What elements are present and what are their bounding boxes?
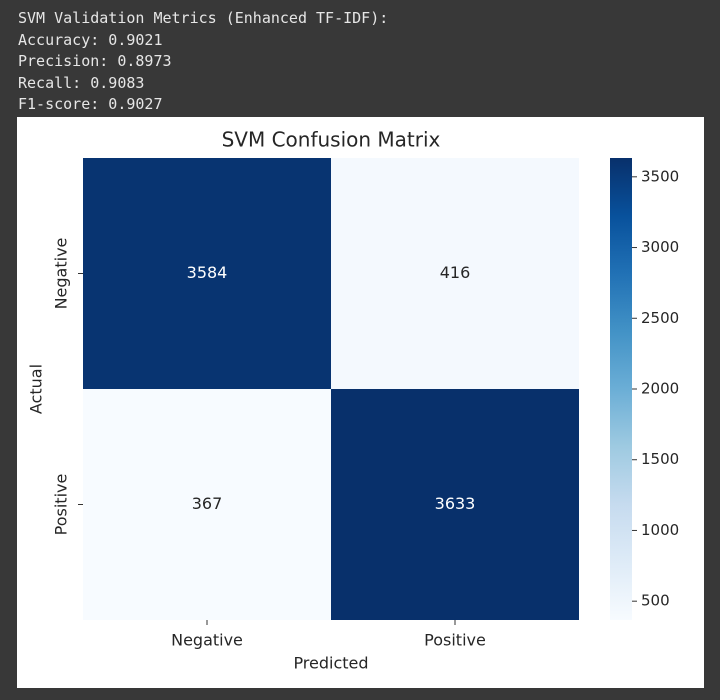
output-line: Precision: 0.8973 — [18, 52, 172, 70]
output-line: SVM Validation Metrics (Enhanced TF-IDF)… — [18, 9, 389, 27]
heatmap-cell — [83, 158, 331, 389]
colorbar-tick-label: 1000 — [641, 521, 679, 539]
output-line: Recall: 0.9083 — [18, 73, 145, 92]
colorbar-tick-label: 2000 — [641, 380, 679, 398]
heatmap-cell — [83, 389, 331, 620]
heatmap-cell — [331, 158, 579, 389]
cell-label: 3584 — [187, 263, 228, 282]
colorbar-tick-label: 500 — [641, 592, 670, 610]
y-axis-label: Actual — [27, 364, 46, 414]
output-line: F1-score: 0.9027 — [18, 95, 163, 113]
output-text: SVM Validation Metrics (Enhanced TF-IDF)… — [18, 8, 388, 116]
colorbar — [610, 158, 632, 620]
cell-label: 367 — [192, 494, 223, 513]
colorbar-tick-label: 3000 — [641, 238, 679, 256]
colorbar-tick-label: 3500 — [641, 167, 679, 185]
x-tick-label: Negative — [171, 631, 243, 650]
output-line: Accuracy: 0.9021 — [18, 30, 163, 49]
figure: SVM Confusion Matrix Predicted Actual 35… — [17, 117, 704, 688]
x-axis-label: Predicted — [293, 654, 368, 673]
colorbar-tick-label: 1500 — [641, 450, 679, 468]
y-tick-label: Negative — [52, 238, 71, 310]
x-tick-label: Positive — [424, 631, 486, 650]
colorbar-tick-label: 2500 — [641, 309, 679, 327]
y-tick-label: Positive — [52, 474, 71, 536]
chart-title: SVM Confusion Matrix — [222, 128, 441, 152]
cell-label: 3633 — [435, 494, 476, 513]
cell-label: 416 — [440, 263, 471, 282]
heatmap-cell — [331, 389, 579, 620]
